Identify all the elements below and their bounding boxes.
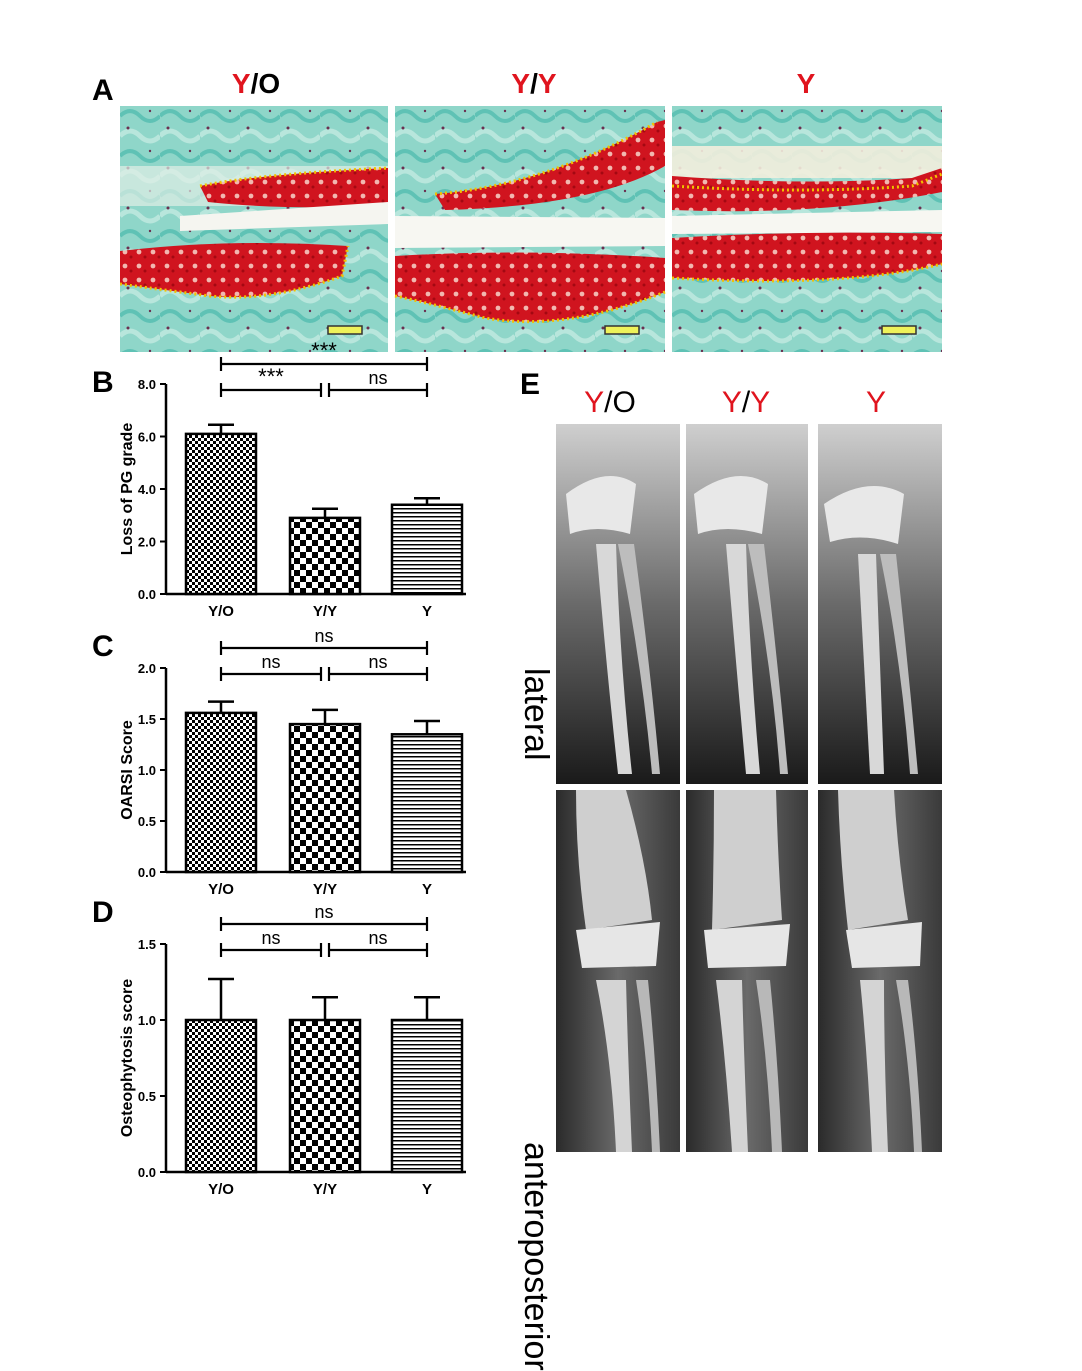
header-suffix: Y: [750, 386, 771, 419]
bar: [288, 1018, 362, 1174]
y-tick-label: 0.0: [138, 865, 156, 880]
histology-image-y: [671, 106, 942, 352]
header-suffix: O: [612, 386, 636, 419]
view-label-lateral: lateral: [517, 668, 555, 761]
xray-header-yo: Y/O: [550, 386, 670, 420]
chart-loss-of-pg: 0.0 2.0 4.0 6.0 8.0 Loss of PG grade Y/O Y/Y Y **…: [119, 338, 466, 620]
panel-letter-c: C: [92, 630, 114, 663]
significance-label: ns: [261, 928, 280, 948]
bar: [390, 1018, 464, 1174]
histology-header-y: Y: [746, 68, 866, 100]
x-tick-label: Y/O: [208, 881, 234, 898]
y-tick-label: 4.0: [138, 482, 156, 497]
y-tick-label: 1.0: [138, 1013, 156, 1028]
bar: [184, 1018, 258, 1174]
header-sep: /: [250, 68, 259, 99]
bar-charts: 0.0 2.0 4.0 6.0 8.0 Loss of PG grade Y/O Y/Y Y **…: [119, 338, 466, 1198]
xray-header-yy: Y/Y: [686, 386, 806, 420]
x-tick-label: Y/O: [208, 603, 234, 620]
histology-images: [120, 106, 942, 352]
panel-letter-a: A: [92, 74, 114, 107]
bar: [288, 722, 362, 874]
y-tick-label: 0.0: [138, 587, 156, 602]
header-sep: /: [604, 386, 613, 419]
xray-lateral-yo: [556, 424, 680, 784]
header-prefix: Y: [796, 68, 816, 99]
x-tick-label: Y: [422, 881, 432, 898]
x-tick-label: Y/O: [208, 1181, 234, 1198]
significance-label: ns: [314, 902, 333, 922]
x-tick-label: Y/Y: [313, 603, 337, 620]
histology-image-yy: [394, 106, 666, 352]
header-suffix: O: [258, 68, 281, 99]
panel-letter-d: D: [92, 896, 114, 929]
y-tick-label: 0.5: [138, 814, 156, 829]
header-prefix: Y: [511, 68, 531, 99]
histology-header-yo: Y/O: [196, 68, 316, 100]
header-sep: /: [530, 68, 538, 99]
xray-lateral-yy: [686, 424, 808, 784]
significance-label: ns: [368, 652, 387, 672]
y-tick-label: 1.0: [138, 763, 156, 778]
bar: [184, 711, 258, 874]
header-prefix: Y: [584, 386, 605, 419]
header-prefix: Y: [865, 386, 886, 419]
y-axis-label: OARSI Score: [119, 720, 136, 820]
xray-ap-yo: [556, 790, 680, 1152]
chart-osteophytosis: 0.0 0.5 1.0 1.5 Osteophytosis score Y/O Y/Y Yns…: [119, 902, 466, 1198]
header-prefix: Y: [231, 68, 251, 99]
histology-header-yy: Y/Y: [474, 68, 594, 100]
bar: [288, 516, 362, 596]
significance-label: ***: [311, 338, 337, 363]
xray-ap-yy: [686, 790, 808, 1152]
x-tick-label: Y/Y: [313, 1181, 337, 1198]
y-axis-label: Loss of PG grade: [119, 423, 136, 556]
y-axis-label: Osteophytosis score: [119, 979, 136, 1137]
xray-images: [556, 424, 942, 1152]
bar: [184, 432, 258, 596]
y-tick-label: 6.0: [138, 430, 156, 445]
y-tick-label: 1.5: [138, 937, 156, 952]
y-tick-label: 2.0: [138, 661, 156, 676]
xray-header-y: Y: [816, 386, 936, 420]
xray-ap-y: [818, 790, 942, 1152]
bar: [390, 733, 464, 874]
header-sep: /: [741, 386, 751, 419]
significance-label: ns: [368, 928, 387, 948]
panel-letter-b: B: [92, 366, 114, 399]
x-tick-label: Y: [422, 603, 432, 620]
significance-label: ***: [258, 364, 284, 389]
header-prefix: Y: [721, 386, 742, 419]
xray-lateral-y: [818, 424, 942, 784]
panel-letter-e: E: [520, 368, 541, 401]
bar: [390, 503, 464, 596]
x-tick-label: Y/Y: [313, 881, 337, 898]
view-label-anteroposterior: anteroposterior: [517, 1142, 555, 1371]
significance-label: ns: [368, 368, 387, 388]
y-tick-label: 1.5: [138, 712, 156, 727]
header-suffix: Y: [537, 68, 557, 99]
significance-label: ns: [314, 626, 333, 646]
y-tick-label: 0.5: [138, 1089, 156, 1104]
y-tick-label: 2.0: [138, 535, 156, 550]
y-tick-label: 0.0: [138, 1165, 156, 1180]
x-tick-label: Y: [422, 1181, 432, 1198]
chart-oarsi: 0.0 0.5 1.0 1.5 2.0 OARSI Score Y/O Y/Y Yns ns ns: [119, 626, 466, 898]
histology-image-yo: [120, 106, 389, 352]
y-tick-label: 8.0: [138, 377, 156, 392]
significance-label: ns: [261, 652, 280, 672]
